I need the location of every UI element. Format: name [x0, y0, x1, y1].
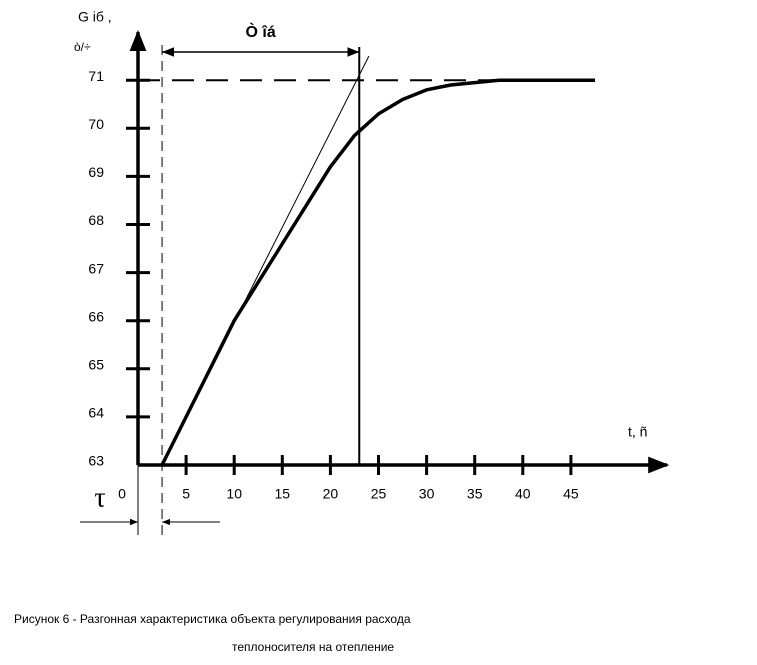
- x-tick-label: 0: [118, 486, 126, 502]
- y-tick-label: 68: [88, 212, 104, 228]
- y-tick-label: 67: [88, 260, 104, 276]
- x-tick-label: 40: [515, 486, 531, 502]
- t-ob-label: Ò îá: [246, 22, 276, 41]
- x-label: t, ñ: [628, 424, 647, 440]
- x-tick-label: 35: [467, 486, 483, 502]
- curve: [160, 78, 595, 466]
- tau-label: τ: [94, 482, 105, 513]
- y-tick-label: 71: [88, 68, 104, 84]
- y-tick-label: 70: [88, 116, 104, 132]
- y-tick-label: 66: [88, 308, 104, 324]
- x-tick-label: 25: [371, 486, 387, 502]
- x-tick-label: 20: [323, 486, 339, 502]
- x-tick-label: 10: [226, 486, 242, 502]
- y-label: G іб ,: [78, 9, 112, 25]
- caption: теплоносителя на отепление: [232, 640, 394, 654]
- x-tick-label: 30: [419, 486, 435, 502]
- x-tick-label: 45: [563, 486, 579, 502]
- y-tick-label: 65: [88, 357, 104, 373]
- y-tick-label: 69: [88, 164, 104, 180]
- caption: Рисунок 6 - Разгонная характеристика объ…: [14, 612, 411, 626]
- x-tick-label: 15: [275, 486, 291, 502]
- x-tick-label: 5: [182, 486, 190, 502]
- y-tick-label: 63: [88, 453, 104, 469]
- y-label: ò/÷: [74, 40, 91, 54]
- y-tick-label: 64: [88, 405, 104, 421]
